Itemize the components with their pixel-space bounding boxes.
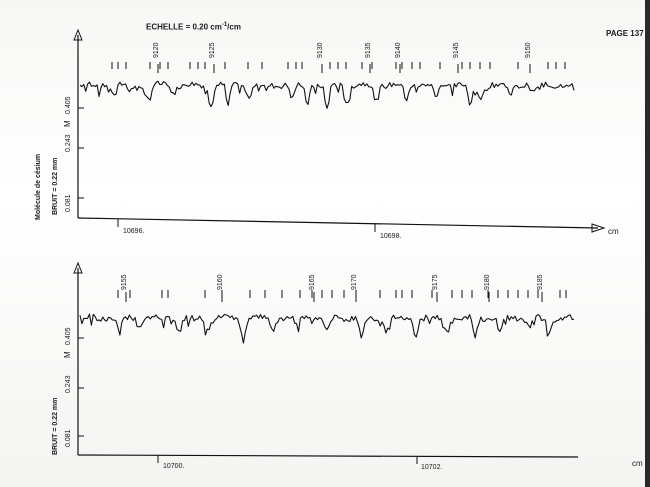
plot1-line-number-9145: 9145 [453, 42, 460, 58]
plot2-y-axis-label: M [63, 351, 72, 358]
plot2-x-tick-label-1: 10700. [163, 463, 184, 470]
page-number: PAGE 137 [606, 29, 644, 38]
plot1-line-number-9125: 9125 [209, 42, 216, 58]
plot1-line-number-9130: 9130 [317, 42, 324, 58]
plot1-y-tick-label-081: 0.081 [65, 194, 72, 212]
plot2-y-arrow [73, 261, 83, 274]
plot1-line-number-9120: 9120 [153, 42, 160, 58]
plot1-trace-group [79, 80, 575, 109]
plot2-axes [73, 261, 579, 464]
plot1-x-unit: cm [608, 227, 619, 236]
plot1-line-markers: 9120 9125 9130 9135 9140 9145 9150 [111, 42, 566, 73]
plot2-line-number-9175: 9175 [432, 274, 439, 290]
plot1-line-number-9150: 9150 [525, 42, 532, 58]
scale-exponent: -1 [221, 22, 228, 28]
plot2-spectrum-trace [79, 313, 575, 344]
plot2-line-markers: 9155 9160 9165 9170 9175 9180 9185 [117, 274, 567, 302]
plot2-y-tick-label-405: 0.405 [65, 327, 72, 345]
plot1-x-tick-label-1: 10696. [123, 228, 144, 235]
scale-value: = 0.20 cm [185, 22, 222, 32]
plot2-line-number-9165: 9165 [309, 274, 316, 290]
plot1-x-arrow [591, 223, 606, 233]
plot2-line-number-9180: 9180 [484, 274, 491, 290]
plot1-line-number-9140: 9140 [395, 42, 402, 58]
plot1-y-arrow [73, 28, 83, 41]
plot1-y-axis-label: M [63, 120, 72, 127]
plot1-axes [73, 28, 606, 233]
plot2-y-tick-label-081: 0.081 [65, 429, 72, 447]
plot2-trace-group [79, 313, 575, 344]
scale-label: ECHELLE = 0.20 cm-1/cm [146, 22, 241, 32]
plot1-spectrum-trace [79, 80, 575, 109]
scale-unit: /cm [227, 22, 241, 32]
plot2-y-tick-label-243: 0.243 [65, 375, 72, 393]
plot1-x-tick-label-2: 10698. [380, 233, 401, 240]
plot2-line-number-9185: 9185 [537, 274, 544, 290]
plot1-y-tick-label-243: 0.243 [65, 134, 72, 152]
page-edge-shadow [645, 0, 650, 487]
plot1-y-tick-label-405: 0.405 [65, 96, 72, 114]
plot1-line-number-9135: 9135 [365, 42, 372, 58]
plot2-line-number-9170: 9170 [351, 274, 358, 290]
plot2-x-tick-label-2: 10702. [421, 464, 442, 471]
plot1-x-axis [77, 217, 599, 229]
scale-label-text: ECHELLE [146, 22, 184, 32]
plot2-x-axis [77, 454, 579, 458]
plot2-x-unit: cm [632, 459, 643, 468]
plot2-line-number-9155: 9155 [121, 274, 128, 290]
plot2-line-number-9160: 9160 [217, 274, 224, 290]
